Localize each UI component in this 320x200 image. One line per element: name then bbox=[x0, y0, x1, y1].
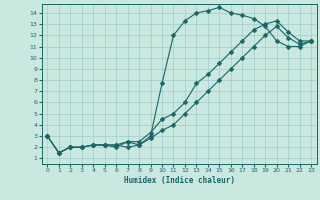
X-axis label: Humidex (Indice chaleur): Humidex (Indice chaleur) bbox=[124, 176, 235, 185]
